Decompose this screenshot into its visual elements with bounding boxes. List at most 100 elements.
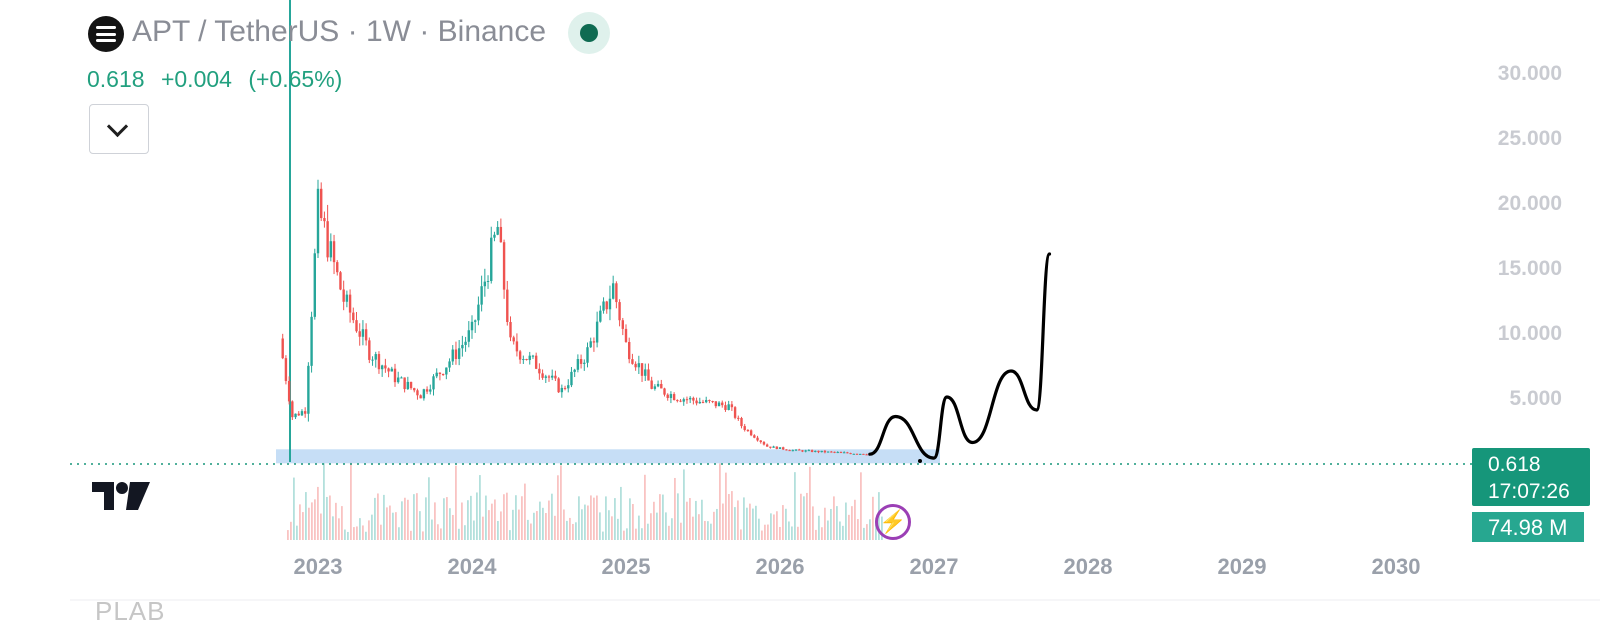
candle-body	[743, 426, 746, 430]
volume-bar	[584, 504, 586, 540]
candle-body	[595, 321, 599, 343]
candle-body	[403, 377, 406, 390]
volume-bar	[752, 508, 754, 540]
candle-body	[756, 437, 759, 441]
candle-body	[794, 449, 798, 451]
candle-body	[547, 376, 551, 378]
volume-bar	[614, 498, 616, 540]
volume-bar	[539, 501, 541, 540]
candle-body	[698, 401, 701, 404]
tradingview-logo-icon[interactable]	[92, 480, 152, 517]
x-tick-label: 2029	[1218, 554, 1267, 579]
candle-body	[297, 413, 300, 416]
volume-bar	[731, 491, 733, 540]
candle-body	[782, 447, 785, 450]
candle-body	[798, 449, 801, 451]
volume-bar	[332, 516, 334, 540]
candle-body	[570, 371, 573, 386]
volume-bar	[287, 530, 289, 540]
candle-body	[695, 400, 698, 404]
volume-bar	[575, 522, 577, 540]
volume-bar	[344, 529, 346, 540]
candle-body	[605, 301, 608, 310]
volume-bar	[368, 520, 370, 540]
volume-bar	[632, 504, 634, 540]
volume-bar	[290, 521, 292, 540]
lightning-icon[interactable]: ⚡	[875, 504, 911, 540]
volume-bar	[842, 525, 844, 540]
volume-tag: 74.98 M	[1472, 512, 1584, 542]
volume-bar	[488, 510, 490, 540]
candle-body	[717, 402, 721, 407]
candle-body	[432, 376, 435, 390]
drawing-dot	[918, 459, 922, 463]
candle-body	[560, 387, 564, 393]
candle-body	[336, 262, 339, 273]
candle-body	[865, 454, 868, 456]
volume-bar	[335, 502, 337, 540]
candle-body	[416, 390, 419, 396]
volume-bar	[506, 492, 508, 540]
volume-bar	[302, 512, 304, 540]
candle-body	[474, 320, 477, 322]
volume-bar	[293, 477, 295, 540]
volume-bar	[785, 508, 787, 540]
current-price-tag: 0.618 17:07:26	[1472, 448, 1590, 506]
volume-bar	[833, 496, 835, 540]
candle-body	[563, 387, 567, 389]
volume-bar	[872, 496, 874, 540]
candle-body	[810, 450, 814, 452]
candle-body	[486, 280, 490, 282]
volume-bar	[695, 500, 697, 540]
collapse-legend-button[interactable]	[89, 104, 149, 154]
volume-bar	[683, 469, 685, 540]
candle-body	[506, 289, 509, 323]
volume-bar	[518, 509, 520, 540]
candle-body	[419, 395, 422, 399]
price-quote: 0.618 +0.004 (+0.65%)	[87, 66, 352, 93]
candle-body	[862, 453, 865, 455]
candle-body	[480, 286, 483, 305]
symbol-title[interactable]: APT / TetherUS · 1W · Binance	[132, 15, 547, 48]
volume-bar	[779, 526, 781, 540]
volume-bar	[680, 522, 682, 540]
volume-bar	[761, 530, 763, 540]
price-tag-value: 0.618	[1488, 453, 1541, 476]
candle-body	[512, 337, 515, 342]
candle-body	[589, 341, 592, 348]
candle-body	[454, 349, 458, 359]
candle-body	[470, 321, 474, 331]
volume-bar	[389, 505, 391, 540]
candle-body	[836, 452, 839, 454]
candle-body	[621, 320, 624, 329]
candle-body	[567, 385, 570, 389]
candle-body	[358, 331, 361, 337]
volume-bar	[497, 520, 499, 540]
candle-body	[711, 401, 714, 403]
candle-body	[644, 369, 647, 376]
chevron-down-icon	[106, 115, 129, 138]
volume-bar	[359, 518, 361, 540]
volume-bar	[671, 518, 673, 540]
volume-bar	[776, 511, 778, 540]
candle-body	[788, 450, 791, 452]
volume-bar	[746, 507, 748, 540]
volume-bar	[857, 519, 859, 540]
candle-body	[310, 316, 313, 366]
volume-bar	[782, 505, 784, 540]
x-tick-label: 2023	[294, 554, 343, 579]
volume-bar	[830, 508, 832, 540]
volume-bar	[437, 524, 439, 540]
volume-bar	[716, 508, 718, 540]
volume-bar	[305, 492, 307, 540]
candle-body	[724, 405, 727, 410]
candle-body	[557, 378, 560, 393]
candle-body	[380, 365, 384, 370]
candle-body	[397, 377, 400, 383]
volume-bar	[635, 528, 637, 540]
candle-body	[772, 446, 775, 448]
candle-body	[727, 404, 730, 410]
candle-body	[509, 322, 512, 338]
candle-body	[422, 389, 426, 399]
